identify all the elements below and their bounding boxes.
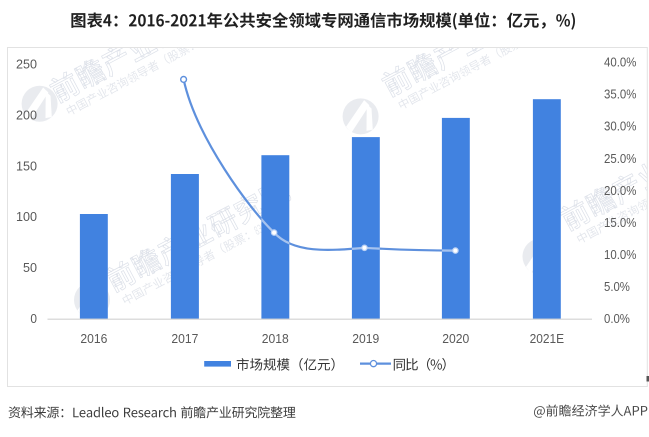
svg-text:2020: 2020 <box>442 331 469 346</box>
svg-text:100: 100 <box>16 209 37 224</box>
svg-text:35.0%: 35.0% <box>604 87 637 102</box>
svg-text:0.0%: 0.0% <box>604 311 630 326</box>
svg-text:50: 50 <box>23 260 37 275</box>
svg-text:20.0%: 20.0% <box>604 183 637 198</box>
svg-text:30.0%: 30.0% <box>604 119 637 134</box>
svg-text:10.0%: 10.0% <box>604 247 637 262</box>
svg-text:2017: 2017 <box>171 331 198 346</box>
svg-text:2018: 2018 <box>262 331 289 346</box>
svg-text:0: 0 <box>30 311 37 326</box>
svg-text:2019: 2019 <box>352 331 379 346</box>
svg-text:200: 200 <box>16 107 37 122</box>
svg-text:25.0%: 25.0% <box>604 151 637 166</box>
svg-text:150: 150 <box>16 158 37 173</box>
svg-text:250: 250 <box>16 57 37 72</box>
svg-text:5.0%: 5.0% <box>604 279 630 294</box>
svg-text:40.0%: 40.0% <box>604 55 637 70</box>
svg-text:15.0%: 15.0% <box>604 215 637 230</box>
svg-text:2016: 2016 <box>80 331 107 346</box>
svg-text:2021E: 2021E <box>530 331 565 346</box>
